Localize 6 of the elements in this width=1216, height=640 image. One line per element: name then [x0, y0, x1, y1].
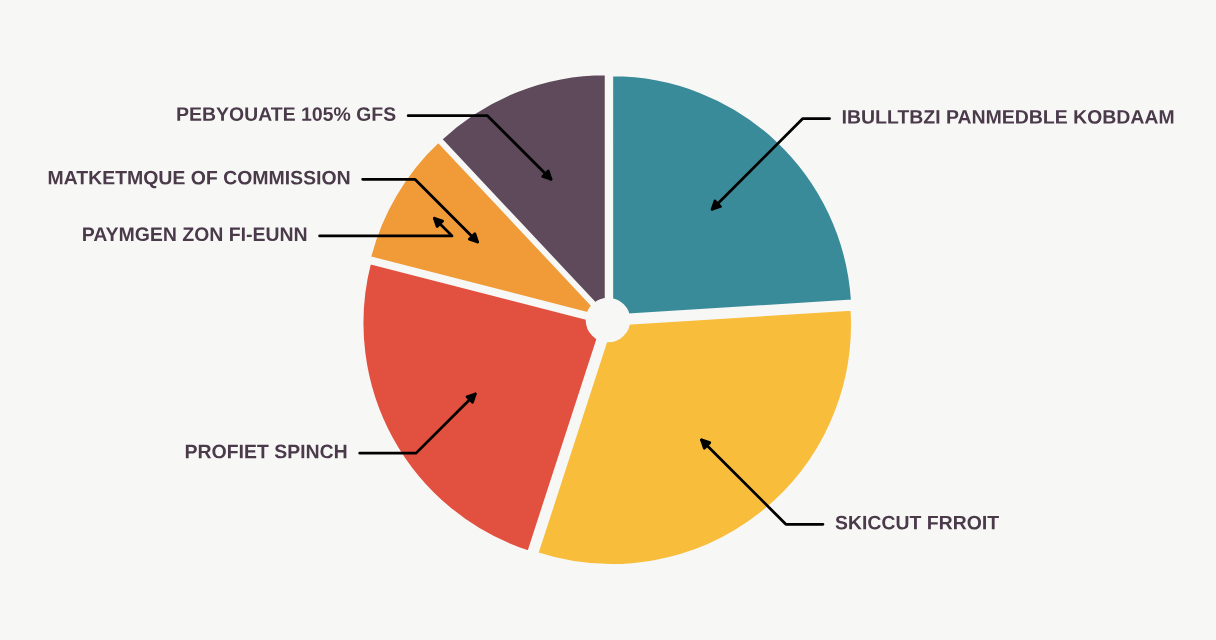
slice-label: PEBYOUATE 105% GFS — [177, 107, 396, 121]
slice-label: PROFIET SPINCH — [185, 444, 347, 459]
text: PAYMGEN ZON FI-EUNN — [83, 227, 307, 242]
slice-label: IBULLTBZI PANMEDBLE KOBDAAM — [842, 109, 1174, 124]
slice-label: SKICCUT FRROIT — [835, 515, 999, 530]
slice-label: MATKETMQUE OF COMMISSION — [48, 170, 350, 189]
